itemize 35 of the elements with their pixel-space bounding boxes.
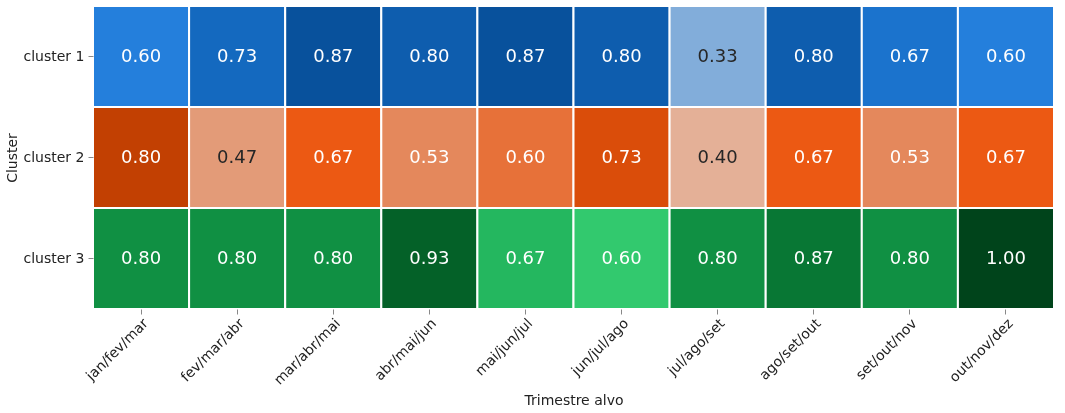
data-label: 0.67 — [505, 246, 546, 268]
data-label: 0.80 — [793, 44, 834, 66]
data-label: 0.53 — [409, 145, 450, 167]
data-label: 0.33 — [697, 44, 738, 66]
data-label: 0.60 — [505, 145, 546, 167]
data-label: 0.47 — [217, 145, 258, 167]
y-tick-label: cluster 1 — [23, 47, 85, 64]
data-label: 0.60 — [985, 44, 1026, 66]
data-label: 1.00 — [985, 246, 1026, 268]
data-label: 0.73 — [217, 44, 258, 66]
data-label: 0.87 — [505, 44, 546, 66]
data-label: 0.80 — [409, 44, 450, 66]
data-label: 0.40 — [697, 145, 738, 167]
y-axis-title: Cluster — [3, 132, 20, 183]
data-label: 0.67 — [313, 145, 354, 167]
data-label: 0.73 — [601, 145, 642, 167]
y-tick-label: cluster 2 — [23, 148, 85, 165]
data-label: 0.80 — [889, 246, 930, 268]
data-label: 0.80 — [217, 246, 258, 268]
data-label: 0.67 — [889, 44, 930, 66]
x-axis-title: Trimestre alvo — [523, 391, 624, 408]
data-label: 0.80 — [121, 246, 162, 268]
data-label: 0.80 — [313, 246, 354, 268]
data-label: 0.60 — [601, 246, 642, 268]
data-label: 0.80 — [601, 44, 642, 66]
data-label: 0.60 — [121, 44, 162, 66]
y-tick-label: cluster 3 — [23, 249, 85, 266]
data-label: 0.67 — [985, 145, 1026, 167]
data-label: 0.87 — [793, 246, 834, 268]
data-label: 0.80 — [697, 246, 738, 268]
data-label: 0.67 — [793, 145, 834, 167]
data-label: 0.80 — [121, 145, 162, 167]
data-label: 0.53 — [889, 145, 930, 167]
data-label: 0.87 — [313, 44, 354, 66]
data-label: 0.93 — [409, 246, 450, 268]
